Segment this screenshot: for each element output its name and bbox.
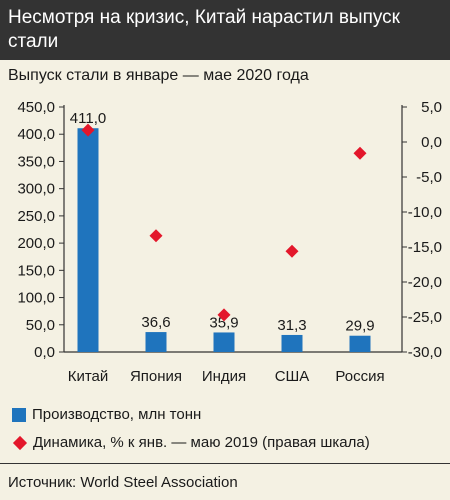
chart-title: Несмотря на кризис, Китай нарастил выпус…	[8, 7, 400, 52]
dynamics-marker	[285, 244, 299, 258]
category-label: Япония	[130, 368, 182, 385]
right-tick-label: -15,0	[408, 239, 442, 256]
source-divider	[0, 463, 450, 464]
category-label: США	[275, 368, 310, 385]
category-label: Россия	[335, 368, 384, 385]
left-tick-label: 50,0	[26, 317, 55, 334]
production-bar	[213, 332, 235, 352]
right-tick-label: -30,0	[408, 344, 442, 361]
chart-subtitle: Выпуск стали в январе — мае 2020 года	[8, 67, 309, 84]
left-tick-label: 250,0	[17, 208, 55, 225]
right-tick-label: -20,0	[408, 274, 442, 291]
legend-item-dynamics: Динамика, % к янв. — маю 2019 (правая шк…	[12, 434, 370, 451]
dynamics-marker	[353, 146, 367, 160]
left-tick-label: 0,0	[34, 344, 55, 361]
left-tick-label: 200,0	[17, 235, 55, 252]
production-value-label: 31,3	[277, 317, 306, 334]
right-tick-label: 5,0	[421, 99, 442, 116]
left-tick-label: 100,0	[17, 290, 55, 307]
right-tick-label: -10,0	[408, 204, 442, 221]
right-tick-label: -25,0	[408, 309, 442, 326]
dynamics-marker	[149, 229, 163, 243]
production-value-label: 36,6	[141, 314, 170, 331]
left-tick-label: 400,0	[17, 126, 55, 143]
dynamics-marker	[81, 123, 95, 137]
left-tick-label: 150,0	[17, 262, 55, 279]
source-note: Источник: World Steel Association	[8, 474, 238, 491]
category-label: Китай	[68, 368, 109, 385]
production-bar	[281, 334, 303, 352]
legend-item-production: Производство, млн тонн	[12, 406, 201, 423]
left-tick-label: 300,0	[17, 181, 55, 198]
production-value-label: 35,9	[209, 314, 238, 331]
category-label: Индия	[202, 368, 246, 385]
production-value-label: 29,9	[345, 318, 374, 335]
title-bar: Несмотря на кризис, Китай нарастил выпус…	[0, 0, 450, 60]
right-tick-label: -5,0	[416, 169, 442, 186]
dynamics-marker	[217, 308, 231, 322]
right-tick-label: 0,0	[421, 134, 442, 151]
legend-diamond-swatch	[12, 435, 28, 450]
left-tick-label: 350,0	[17, 153, 55, 170]
legend-bar-swatch	[12, 407, 26, 422]
production-bar	[349, 335, 371, 352]
legend-dynamics-label: Динамика, % к янв. — маю 2019 (правая шк…	[33, 434, 370, 451]
legend-production-label: Производство, млн тонн	[32, 406, 202, 423]
production-bar	[145, 332, 167, 352]
production-value-label: 411,0	[70, 110, 106, 127]
production-bar	[77, 128, 99, 352]
left-tick-label: 450,0	[17, 99, 55, 116]
